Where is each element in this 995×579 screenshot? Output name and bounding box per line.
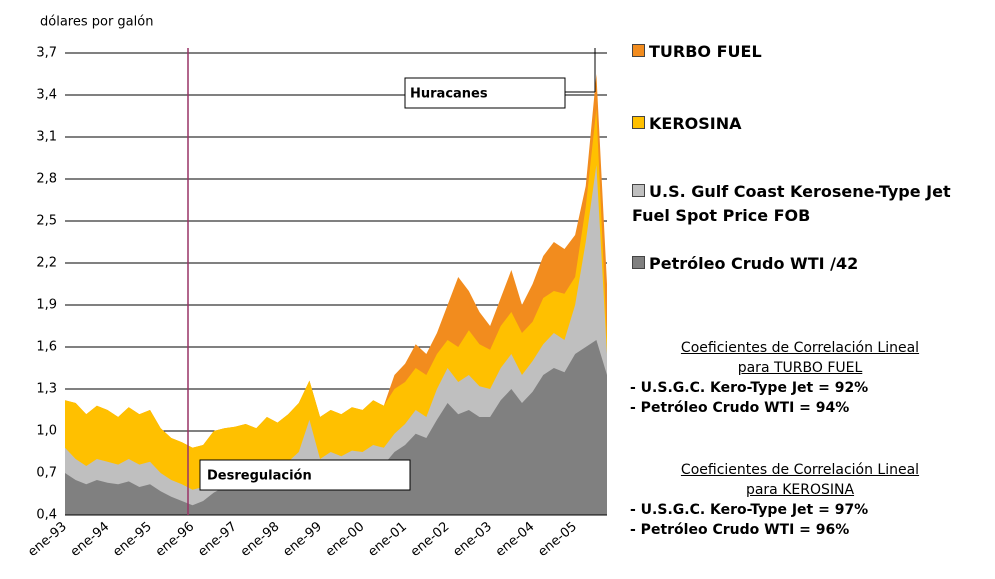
y-tick-label: 2,2 xyxy=(36,256,57,271)
x-tick-label: ene-93 xyxy=(25,519,69,560)
x-tick-label: ene-00 xyxy=(323,519,367,560)
legend-label: TURBO FUEL xyxy=(649,42,762,61)
annotation: Huracanes xyxy=(410,87,488,102)
x-tick-label: ene-04 xyxy=(493,519,537,560)
correlation-subheading: para KEROSINA xyxy=(745,482,855,498)
x-tick-label: ene-97 xyxy=(195,519,239,560)
x-tick-label: ene-05 xyxy=(535,519,579,560)
y-axis-label: dólares por galón xyxy=(40,15,153,30)
correlation-heading: Coeficientes de Correlación Lineal xyxy=(680,340,920,356)
correlation-line: - U.S.G.C. Kero-Type Jet = 92% xyxy=(630,380,869,396)
y-tick-label: 1,3 xyxy=(36,382,57,397)
y-tick-label: 0,4 xyxy=(36,508,57,523)
legend-label: U.S. Gulf Coast Kerosene-Type Jet Fuel S… xyxy=(632,182,951,225)
correlation-line: - Petróleo Crudo WTI = 96% xyxy=(630,522,850,538)
y-tick-label: 1,9 xyxy=(36,298,57,313)
y-tick-label: 2,8 xyxy=(36,172,57,187)
legend-label: KEROSINA xyxy=(649,114,742,133)
correlation-subheading: para TURBO FUEL xyxy=(737,360,863,376)
x-tick-label: ene-98 xyxy=(238,519,282,560)
correlation-line: - Petróleo Crudo WTI = 94% xyxy=(630,400,850,416)
y-tick-label: 3,1 xyxy=(36,130,57,145)
y-tick-label: 2,5 xyxy=(36,214,57,229)
legend-swatch xyxy=(632,256,645,269)
annotation: Desregulación xyxy=(207,469,312,484)
y-tick-label: 3,4 xyxy=(36,88,57,103)
correlation-block: Coeficientes de Correlación Lineal para K… xyxy=(620,460,980,540)
y-tick-label: 0,7 xyxy=(36,466,57,481)
legend-entry: Petróleo Crudo WTI /42 xyxy=(632,252,992,276)
y-tick-label: 1,0 xyxy=(36,424,57,439)
x-tick-label: ene-99 xyxy=(280,519,324,560)
y-tick-label: 3,7 xyxy=(36,46,57,61)
legend-swatch xyxy=(632,44,645,57)
x-tick-label: ene-94 xyxy=(68,519,112,560)
x-tick-label: ene-96 xyxy=(153,519,197,560)
correlation-block: Coeficientes de Correlación Lineal para T… xyxy=(620,338,980,418)
x-tick-label: ene-02 xyxy=(408,519,452,560)
legend-label: Petróleo Crudo WTI /42 xyxy=(649,254,859,273)
y-tick-label: 1,6 xyxy=(36,340,57,355)
x-tick-label: ene-03 xyxy=(450,519,494,560)
x-tick-label: ene-95 xyxy=(110,519,154,560)
correlation-line: - U.S.G.C. Kero-Type Jet = 97% xyxy=(630,502,869,518)
annotation-box xyxy=(199,459,411,491)
correlation-heading: Coeficientes de Correlación Lineal xyxy=(680,462,920,478)
legend-entry: U.S. Gulf Coast Kerosene-Type Jet Fuel S… xyxy=(632,180,992,228)
annotation-box xyxy=(404,77,566,109)
legend-swatch xyxy=(632,116,645,129)
area xyxy=(65,340,607,515)
legend-entry: TURBO FUEL xyxy=(632,40,992,64)
x-tick-label: ene-01 xyxy=(365,519,409,560)
legend-entry: KEROSINA xyxy=(632,112,992,136)
legend-swatch xyxy=(632,184,645,197)
